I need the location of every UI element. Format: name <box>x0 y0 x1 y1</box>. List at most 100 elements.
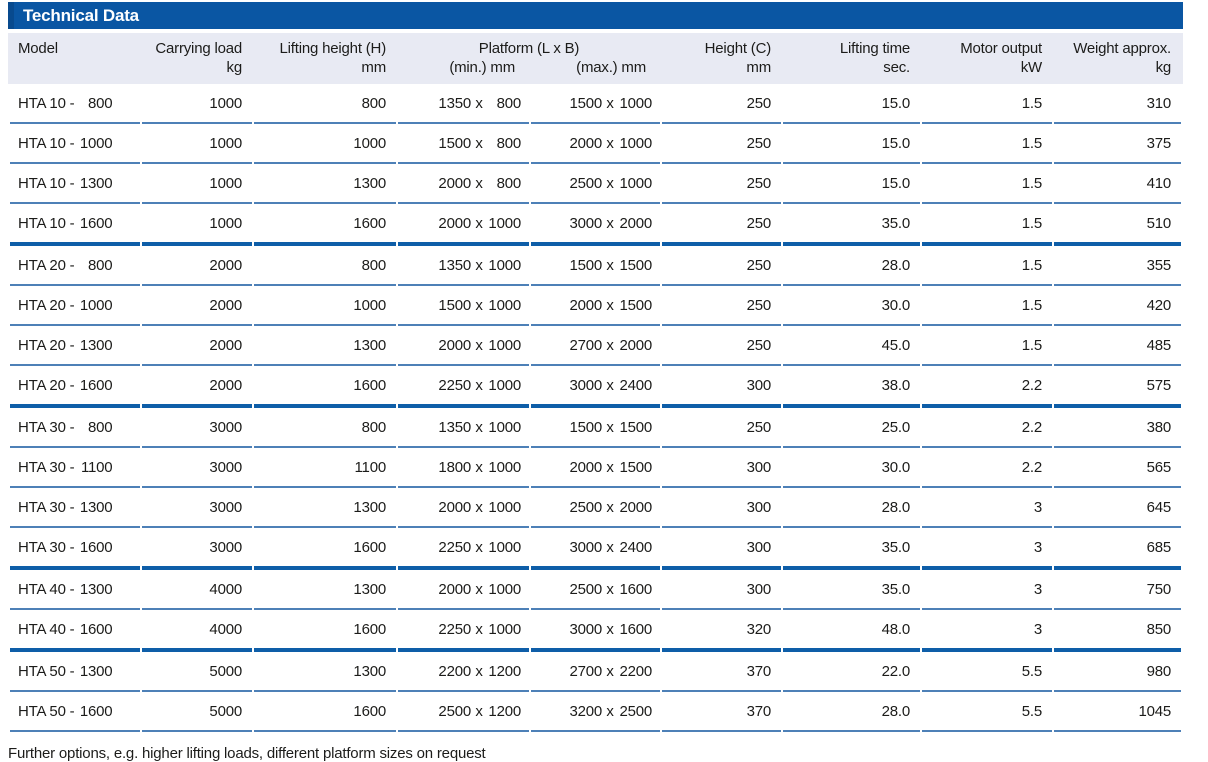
platform-width: 1500 <box>618 297 652 314</box>
column-header-motor-output: Motor output kW <box>922 33 1052 84</box>
cell-model: HTA 20 - 1300 <box>10 326 140 366</box>
platform-x-separator: x <box>602 175 618 192</box>
cell-height-c: 250 <box>662 204 781 246</box>
platform-length: 2500 <box>568 175 602 192</box>
table-row: HTA 20 - 80020008001350x10001500x1500250… <box>10 246 1181 286</box>
cell-platform-min: 2250x1000 <box>398 528 529 570</box>
cell-lifting-time: 25.0 <box>783 408 920 448</box>
cell-weight: 1045 <box>1054 692 1181 732</box>
platform-length: 2250 <box>437 377 471 394</box>
cell-weight: 980 <box>1054 652 1181 692</box>
cell-platform-max: 2700x2200 <box>531 652 660 692</box>
cell-carrying-load: 3000 <box>142 408 252 448</box>
cell-lifting-time: 22.0 <box>783 652 920 692</box>
table-row: HTA 30 - 1600300016002250x10003000x24003… <box>10 528 1181 570</box>
platform-width: 1600 <box>618 581 652 598</box>
platform-length: 2700 <box>568 663 602 680</box>
cell-model: HTA 30 - 1300 <box>10 488 140 528</box>
cell-lifting-height: 1000 <box>254 286 396 326</box>
platform-x-separator: x <box>471 135 487 152</box>
cell-motor-output: 1.5 <box>922 204 1052 246</box>
cell-model: HTA 10 - 1300 <box>10 164 140 204</box>
cell-lifting-height: 1300 <box>254 488 396 528</box>
platform-length: 1350 <box>437 95 471 112</box>
model-size: 1600 <box>78 377 112 394</box>
platform-width: 1000 <box>487 499 521 516</box>
cell-lifting-height: 1100 <box>254 448 396 488</box>
column-header-height-c: Height (C) mm <box>662 33 781 84</box>
platform-length: 2250 <box>437 539 471 556</box>
platform-width: 800 <box>487 95 521 112</box>
model-size: 800 <box>78 257 112 274</box>
platform-x-separator: x <box>602 663 618 680</box>
cell-lifting-time: 45.0 <box>783 326 920 366</box>
column-header-platform-max: (max.) mm <box>529 58 660 77</box>
table-row: HTA 30 - 1100300011001800x10002000x15003… <box>10 448 1181 488</box>
platform-width: 1000 <box>487 215 521 232</box>
cell-platform-min: 1350x800 <box>398 84 529 124</box>
platform-width: 1000 <box>487 297 521 314</box>
platform-length: 2000 <box>568 297 602 314</box>
cell-platform-min: 1800x1000 <box>398 448 529 488</box>
cell-platform-max: 1500x1500 <box>531 246 660 286</box>
platform-x-separator: x <box>602 215 618 232</box>
cell-model: HTA 20 - 1600 <box>10 366 140 408</box>
table-row: HTA 30 - 80030008001350x10001500x1500250… <box>10 408 1181 448</box>
platform-x-separator: x <box>471 419 487 436</box>
column-header-lifting-height: Lifting height (H) mm <box>254 33 396 84</box>
platform-width: 1000 <box>618 175 652 192</box>
cell-platform-min: 1350x1000 <box>398 408 529 448</box>
cell-carrying-load: 1000 <box>142 124 252 164</box>
platform-width: 1600 <box>618 621 652 638</box>
platform-width: 2400 <box>618 539 652 556</box>
platform-width: 2000 <box>618 499 652 516</box>
cell-platform-max: 2000x1000 <box>531 124 660 164</box>
platform-x-separator: x <box>471 175 487 192</box>
cell-lifting-time: 15.0 <box>783 84 920 124</box>
platform-x-separator: x <box>602 257 618 274</box>
cell-lifting-height: 1300 <box>254 570 396 610</box>
cell-height-c: 320 <box>662 610 781 652</box>
cell-carrying-load: 5000 <box>142 652 252 692</box>
cell-weight: 380 <box>1054 408 1181 448</box>
platform-length: 1800 <box>437 459 471 476</box>
cell-lifting-time: 48.0 <box>783 610 920 652</box>
platform-x-separator: x <box>471 663 487 680</box>
platform-x-separator: x <box>602 539 618 556</box>
cell-lifting-height: 1300 <box>254 652 396 692</box>
platform-width: 800 <box>487 135 521 152</box>
platform-x-separator: x <box>471 459 487 476</box>
cell-height-c: 370 <box>662 692 781 732</box>
model-size: 1600 <box>78 215 112 232</box>
platform-x-separator: x <box>471 95 487 112</box>
table-row: HTA 20 - 1000200010001500x10002000x15002… <box>10 286 1181 326</box>
cell-height-c: 300 <box>662 366 781 408</box>
platform-width: 2000 <box>618 337 652 354</box>
platform-x-separator: x <box>471 297 487 314</box>
platform-x-separator: x <box>471 621 487 638</box>
platform-width: 2200 <box>618 663 652 680</box>
table-header: Model Carrying load kg Lifting height (H… <box>10 33 1181 84</box>
cell-lifting-height: 1300 <box>254 326 396 366</box>
page-title: Technical Data <box>23 6 139 26</box>
cell-lifting-time: 28.0 <box>783 692 920 732</box>
platform-x-separator: x <box>471 581 487 598</box>
cell-weight: 750 <box>1054 570 1181 610</box>
cell-weight: 850 <box>1054 610 1181 652</box>
cell-weight: 510 <box>1054 204 1181 246</box>
cell-motor-output: 3 <box>922 488 1052 528</box>
cell-platform-min: 2000x1000 <box>398 204 529 246</box>
platform-width: 1000 <box>618 135 652 152</box>
cell-height-c: 250 <box>662 286 781 326</box>
platform-x-separator: x <box>602 95 618 112</box>
cell-motor-output: 3 <box>922 570 1052 610</box>
cell-platform-min: 2000x1000 <box>398 570 529 610</box>
platform-x-separator: x <box>471 499 487 516</box>
cell-carrying-load: 1000 <box>142 164 252 204</box>
model-size: 1000 <box>78 297 112 314</box>
table-row: HTA 10 - 1600100016002000x10003000x20002… <box>10 204 1181 246</box>
cell-motor-output: 2.2 <box>922 408 1052 448</box>
cell-lifting-time: 35.0 <box>783 570 920 610</box>
cell-lifting-height: 1600 <box>254 204 396 246</box>
cell-model: HTA 30 - 800 <box>10 408 140 448</box>
